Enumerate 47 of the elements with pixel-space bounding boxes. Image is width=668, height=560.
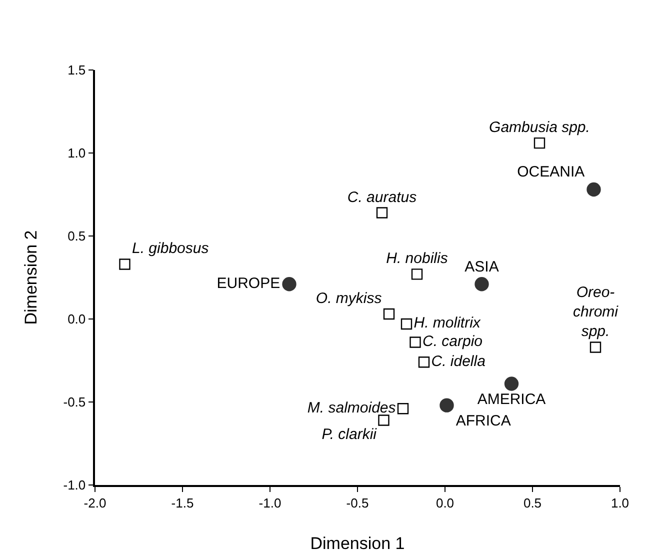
x-tick-label: -2.0 [84,495,106,510]
point [586,182,601,197]
y-tick-label: 0.5 [68,228,86,244]
data-label: C. auratus [347,188,418,206]
point [378,414,390,426]
x-tick-label: 1.0 [610,495,630,510]
data-label: C. carpio [422,332,483,350]
point [400,318,412,330]
data-label: AFRICA [456,412,511,430]
data-label: C. idella [431,352,486,370]
x-tick-label: -1.0 [258,495,282,510]
data-label: Gambusia spp. [489,119,590,136]
point [504,376,519,391]
data-label: H. molitrix [414,314,481,332]
data-label: M. salmoides [307,399,396,416]
x-tick-label: 0.5 [523,495,542,510]
data-label: AMERICA [477,391,546,408]
x-tick-label: 0.0 [436,495,454,510]
y-tick-label: 1.5 [68,62,86,78]
point [119,258,130,270]
y-tick-label: -0.5 [63,394,86,410]
point [440,398,454,412]
y-tick-label: 0.0 [68,312,86,327]
point [418,356,430,368]
data-label: EUROPE [216,274,280,292]
x-tick-label: -1.5 [171,495,194,510]
point [474,277,489,292]
point [397,403,409,414]
data-label: ASIA [464,258,499,276]
data-label: OCEANIA [517,164,585,181]
data-label: Oreo- chromi spp. [572,284,619,340]
point [383,308,395,320]
point [376,207,388,218]
x-axis-title: Dimension 1 [310,534,405,554]
point [282,277,296,292]
point [411,268,423,280]
y-tick-label: 1.0 [68,146,86,161]
point [534,137,546,149]
y-axis-title: Dimension 2 [21,230,40,325]
y-tick-label: -1.0 [63,478,86,493]
data-label: O. mykiss [316,290,382,308]
point [410,336,421,348]
point [590,342,602,353]
data-label: L. gibbosus [132,240,210,258]
x-tick-label: -0.5 [346,495,369,510]
data-label: H. nobilis [386,250,448,268]
data-label: P. clarkii [322,426,378,443]
